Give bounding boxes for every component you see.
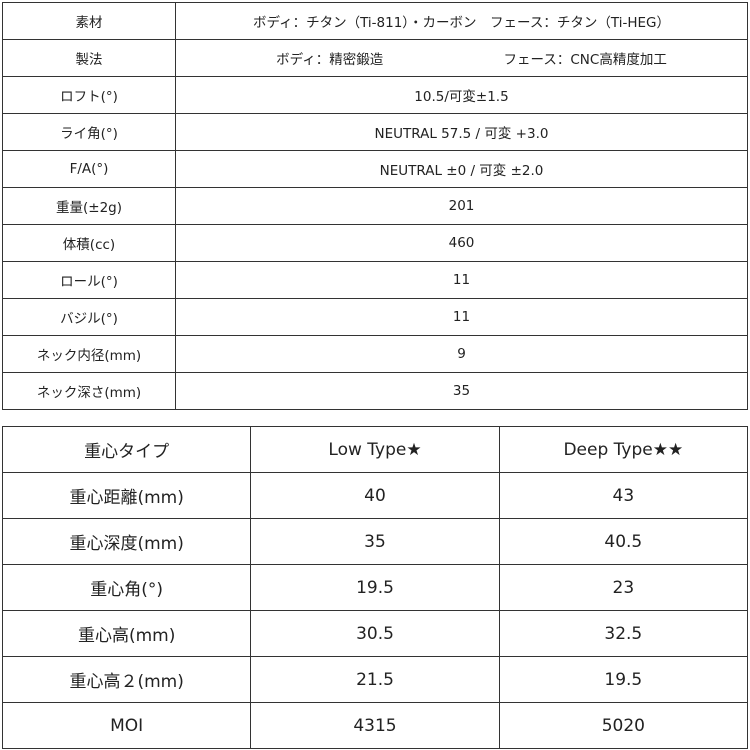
column-header: 重心タイプ [1, 426, 252, 473]
spec-value: NEUTRAL 57.5 / 可変 +3.0 [175, 113, 748, 151]
cell-value: 21.5 [250, 656, 500, 703]
cell-value: 40 [250, 472, 500, 519]
spec-label: ロフト(°) [2, 76, 176, 114]
spec-row: ライ角(°) NEUTRAL 57.5 / 可変 +3.0 [2, 113, 748, 151]
row-label: MOI [1, 702, 252, 749]
table-row: 重心距離(mm) 40 43 [1, 472, 749, 519]
cell-value: 4315 [250, 702, 500, 749]
row-label: 重心高(mm) [1, 610, 252, 657]
column-header: Low Type★ [250, 426, 500, 473]
spec-row: 重量(±2g) 201 [2, 187, 748, 225]
row-label: 重心深度(mm) [1, 518, 252, 565]
spec-label: 製法 [2, 39, 176, 77]
header-row: 重心タイプ Low Type★ Deep Type★★ [1, 426, 749, 473]
spec-row: ネック深さ(mm) 35 [2, 372, 748, 410]
spec-row: 製法 ボディ：精密鍛造 フェース：CNC高精度加工 [2, 39, 748, 77]
center-of-gravity-table: 重心タイプ Low Type★ Deep Type★★ 重心距離(mm) 40 43 重心深… [1, 426, 749, 749]
spec-label: 素材 [2, 2, 176, 40]
spec-label: F/A(°) [2, 150, 176, 188]
spec-label: ライ角(°) [2, 113, 176, 151]
column-header: Deep Type★★ [498, 426, 749, 473]
spec-label: ネック内径(mm) [2, 335, 176, 373]
row-label: 重心距離(mm) [1, 472, 252, 519]
table-row: 重心深度(mm) 35 40.5 [1, 518, 749, 565]
spec-value: 460 [175, 224, 748, 262]
spec-value: NEUTRAL ±0 / 可変 ±2.0 [175, 150, 748, 188]
cell-value: 35 [250, 518, 500, 565]
spec-value: 9 [175, 335, 748, 373]
spec-value: 10.5/可変±1.5 [175, 76, 748, 114]
spec-row: ロフト(°) 10.5/可変±1.5 [2, 76, 748, 114]
spec-label: 重量(±2g) [2, 187, 176, 225]
row-label: 重心高２(mm) [1, 656, 252, 703]
table-row: 重心角(°) 19.5 23 [1, 564, 749, 611]
cell-value: 30.5 [250, 610, 500, 657]
spec-value: 35 [175, 372, 748, 410]
cell-value: 40.5 [498, 518, 749, 565]
spec-value-part: フェース：CNC高精度加工 [503, 52, 667, 68]
cell-value: 19.5 [498, 656, 749, 703]
spec-row: F/A(°) NEUTRAL ±0 / 可変 ±2.0 [2, 150, 748, 188]
row-label: 重心角(°) [1, 564, 252, 611]
spec-table: 素材 ボディ：チタン（Ti-811）・カーボン フェース：チタン（Ti-HEG）製… [2, 2, 748, 410]
spec-row: バジル(°) 11 [2, 298, 748, 336]
spec-value: 11 [175, 298, 748, 336]
cell-value: 5020 [498, 702, 749, 749]
table-row: MOI 4315 5020 [1, 702, 749, 749]
cell-value: 43 [498, 472, 749, 519]
spec-row: ロール(°) 11 [2, 261, 748, 299]
spec-value: ボディ：精密鍛造 フェース：CNC高精度加工 [175, 39, 748, 77]
cell-value: 23 [498, 564, 749, 611]
spec-label: ネック深さ(mm) [2, 372, 176, 410]
spec-value: 201 [175, 187, 748, 225]
spec-value: ボディ：チタン（Ti-811）・カーボン フェース：チタン（Ti-HEG） [175, 2, 748, 40]
cell-value: 19.5 [250, 564, 500, 611]
spec-label: バジル(°) [2, 298, 176, 336]
cell-value: 32.5 [498, 610, 749, 657]
spec-row: 体積(cc) 460 [2, 224, 748, 262]
table-row: 重心高(mm) 30.5 32.5 [1, 610, 749, 657]
table-row: 重心高２(mm) 21.5 19.5 [1, 656, 749, 703]
spec-row: 素材 ボディ：チタン（Ti-811）・カーボン フェース：チタン（Ti-HEG） [2, 2, 748, 40]
spec-value: 11 [175, 261, 748, 299]
spec-value-part: ボディ：精密鍛造 [276, 52, 384, 68]
spec-label: ロール(°) [2, 261, 176, 299]
spec-row: ネック内径(mm) 9 [2, 335, 748, 373]
spec-label: 体積(cc) [2, 224, 176, 262]
